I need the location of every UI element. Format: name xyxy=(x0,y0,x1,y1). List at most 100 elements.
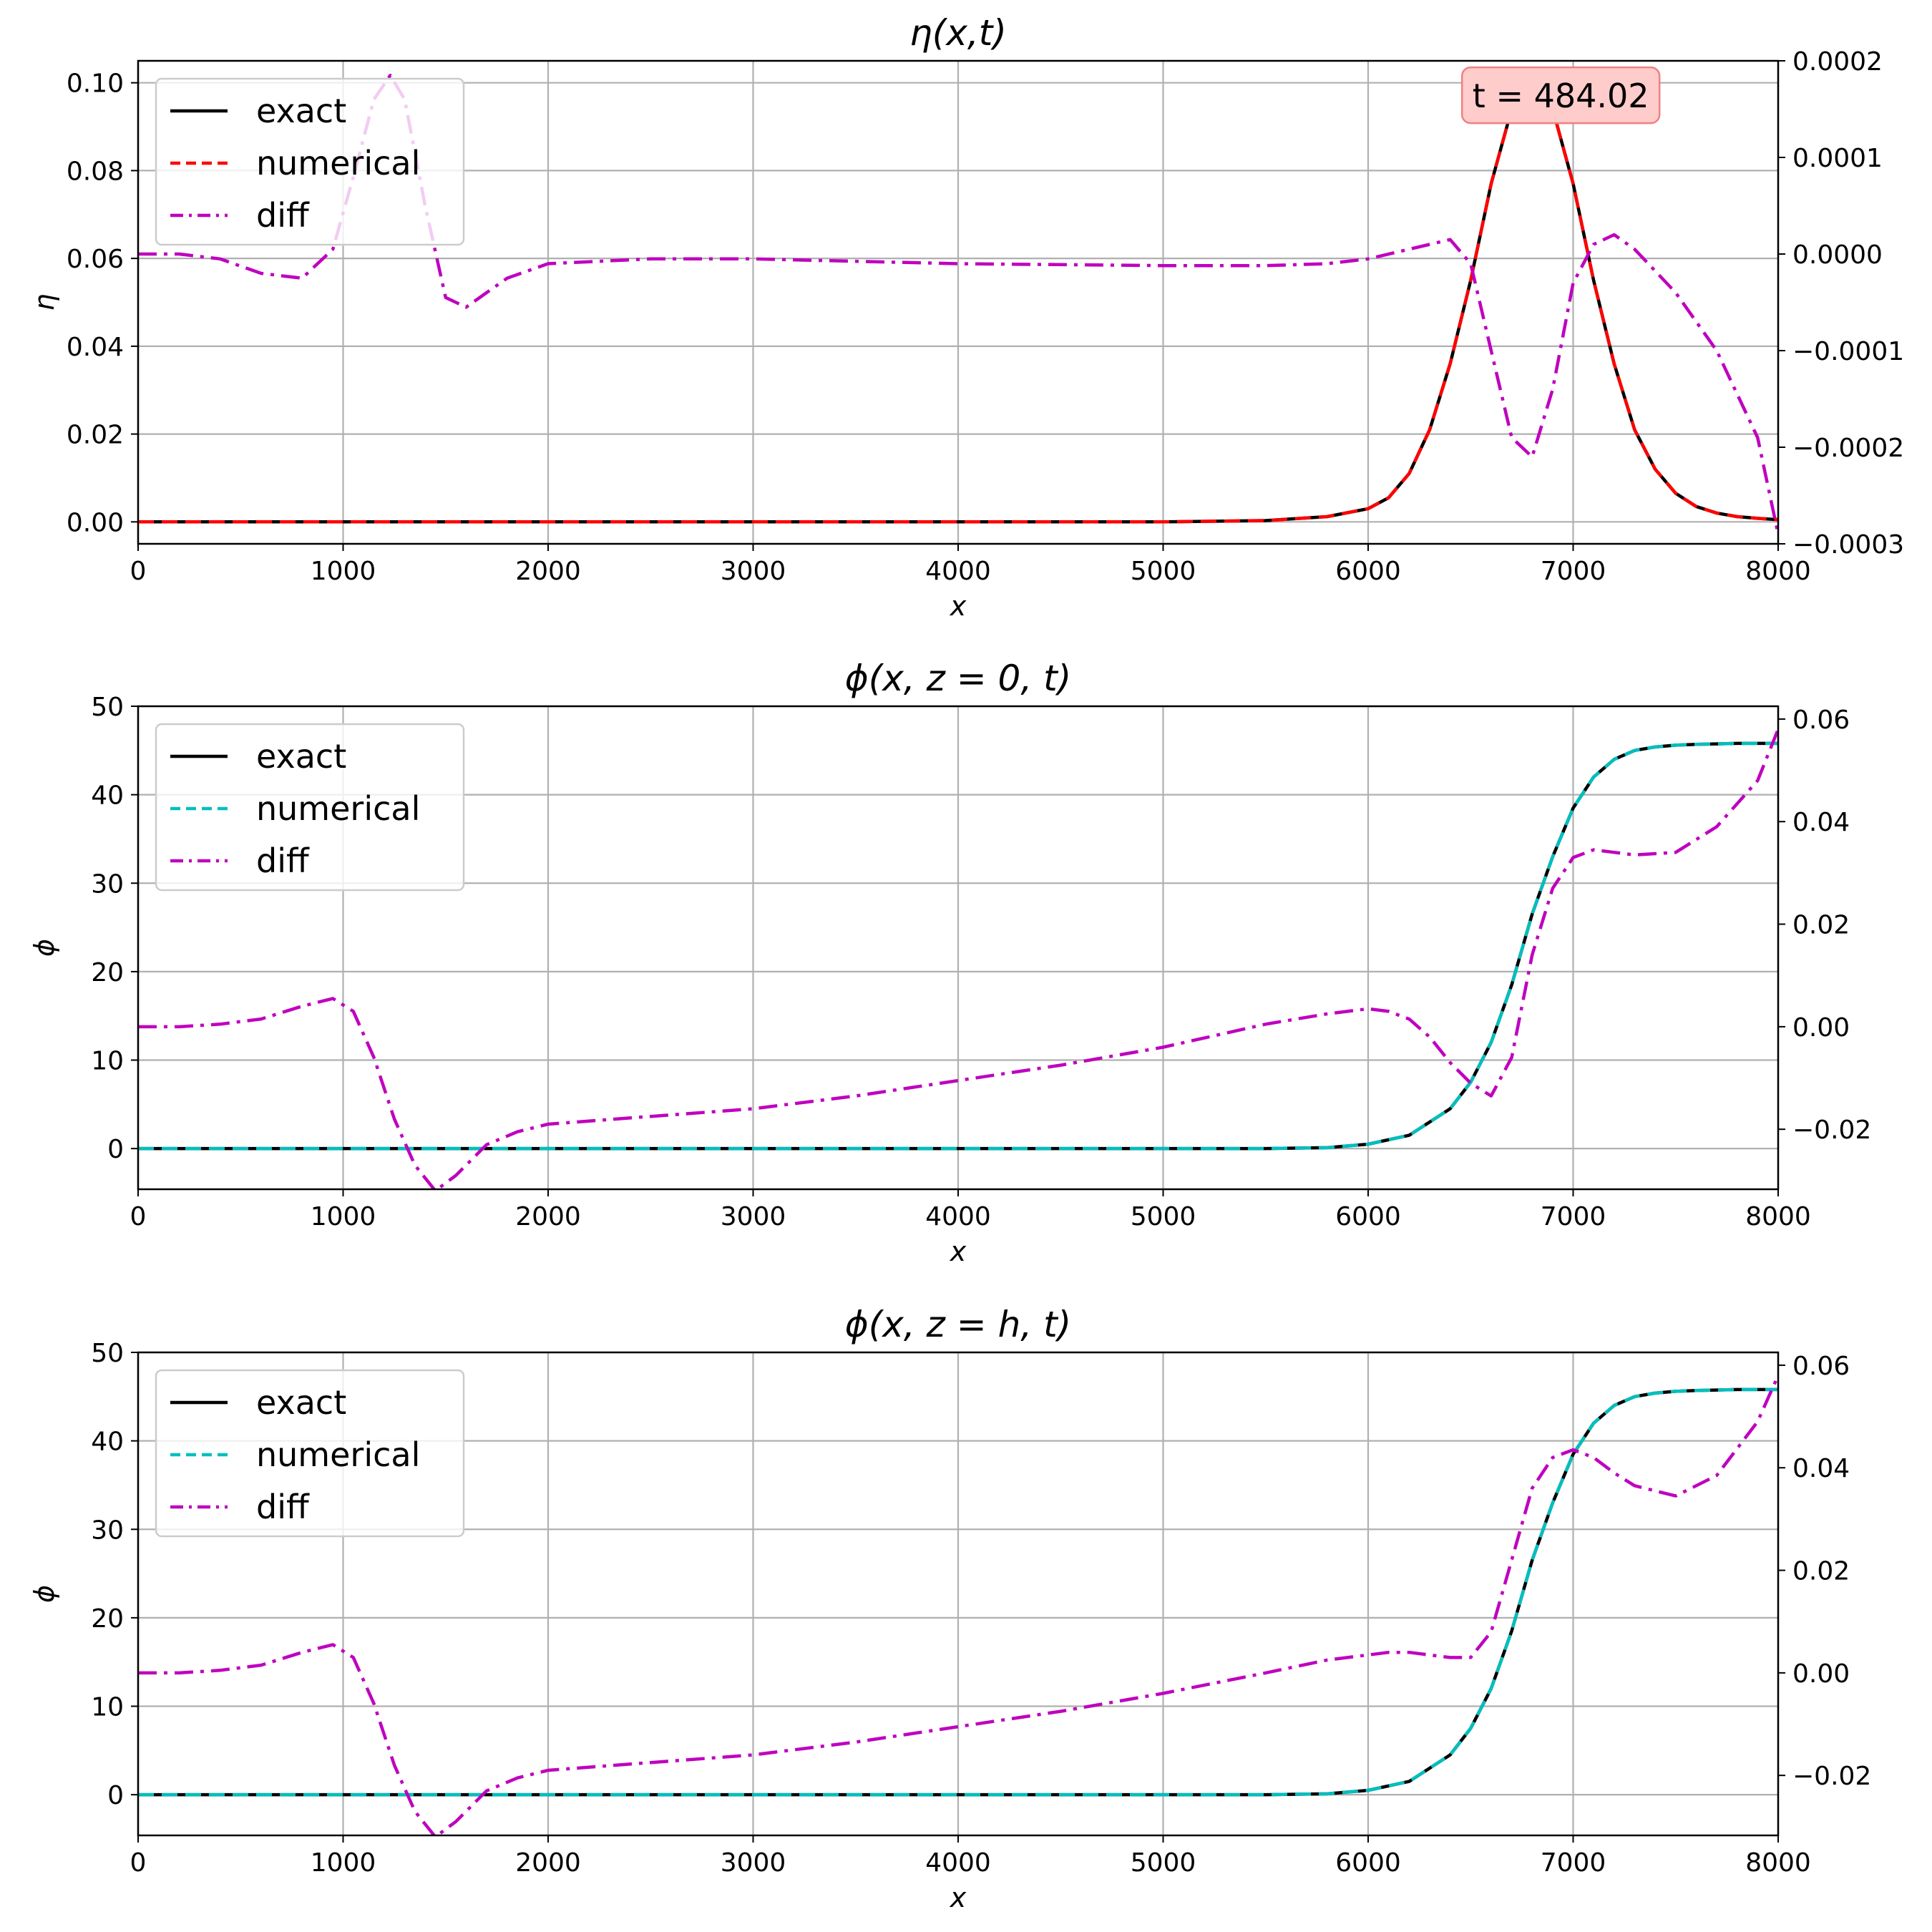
y2-tick-label: 0.02 xyxy=(1792,1557,1850,1586)
x-tick-label: 1000 xyxy=(311,1848,376,1878)
x-tick-label: 4000 xyxy=(925,1848,991,1878)
x-tick-label: 5000 xyxy=(1131,1848,1196,1878)
x-tick-label: 6000 xyxy=(1335,557,1401,586)
plot-frame xyxy=(137,705,1780,1191)
y-tick-label: 0.08 xyxy=(67,157,124,186)
x-tick-label: 7000 xyxy=(1541,1848,1606,1878)
chart-title: ϕ(x, z = 0, t) xyxy=(845,658,1072,699)
y-axis-label: η xyxy=(29,293,60,311)
y-tick-label: 0.00 xyxy=(67,508,124,537)
time-annotation: t = 484.02 xyxy=(1460,66,1661,125)
y-tick-label: 10 xyxy=(91,1693,124,1722)
x-tick-label: 2000 xyxy=(515,1202,581,1231)
y2-tick-label: 0.00 xyxy=(1792,1659,1850,1689)
series-line-diff xyxy=(138,728,1778,1189)
y-tick-label: 30 xyxy=(91,1516,124,1545)
x-tick-label: 6000 xyxy=(1335,1848,1401,1878)
x-tick-label: 4000 xyxy=(925,1202,991,1231)
x-axis-label: x xyxy=(950,590,967,622)
y-axis-label: ϕ xyxy=(29,939,60,957)
x-tick-label: 2000 xyxy=(515,1848,581,1878)
x-tick-label: 5000 xyxy=(1131,557,1196,586)
subplot-3: ϕ(x, z = h, t) 0 1000 2000 3000 4000 5000 6000 7… xyxy=(29,1304,1871,1913)
x-tick-label: 8000 xyxy=(1745,1202,1811,1231)
y2-tick-label: 0.0002 xyxy=(1792,47,1883,77)
legend-label-numerical: numerical xyxy=(256,1435,420,1474)
subplot-1: η(x,t) 0 1000 2000 3000 4000 5000 6000 7000 8000 0… xyxy=(29,12,1904,622)
x-tick-label: 3000 xyxy=(721,1202,786,1231)
y2-tick-label: −0.0002 xyxy=(1792,434,1904,463)
x-tick-label: 8000 xyxy=(1745,557,1811,586)
chart-title: ϕ(x, z = h, t) xyxy=(845,1304,1071,1345)
x-tick-label: 3000 xyxy=(721,557,786,586)
annotation-box xyxy=(1460,66,1661,125)
x-tick-label: 0 xyxy=(130,1848,147,1878)
x-tick-label: 1000 xyxy=(311,557,376,586)
y-axis-label: ϕ xyxy=(29,1585,60,1603)
y-tick-label: 10 xyxy=(91,1047,124,1076)
y-tick-label: 0.06 xyxy=(67,245,124,274)
legend-box xyxy=(155,723,465,892)
legend: exact numerical diff xyxy=(155,77,465,246)
y2-tick-label: 0.00 xyxy=(1792,1013,1850,1043)
legend-label-diff: diff xyxy=(256,1488,310,1526)
y-tick-label: 0.02 xyxy=(67,421,124,450)
x-tick-label: 0 xyxy=(130,1202,147,1231)
y-tick-label: 30 xyxy=(91,869,124,899)
y2-tick-label: −0.02 xyxy=(1792,1116,1871,1145)
x-axis-label: x xyxy=(950,1236,967,1267)
y2-tick-label: −0.02 xyxy=(1792,1762,1871,1791)
series-line-diff xyxy=(138,1375,1778,1835)
series-line-exact xyxy=(138,1387,1778,1797)
x-tick-label: 6000 xyxy=(1335,1202,1401,1231)
x-tick-label: 3000 xyxy=(721,1848,786,1878)
legend-label-exact: exact xyxy=(256,1383,346,1422)
y2-tick-label: −0.0003 xyxy=(1792,530,1904,560)
legend-box xyxy=(155,77,465,246)
y-tick-label: 50 xyxy=(91,693,124,722)
x-tick-label: 0 xyxy=(130,557,147,586)
x-tick-label: 8000 xyxy=(1745,1848,1811,1878)
x-tick-label: 1000 xyxy=(311,1202,376,1231)
y-tick-label: 40 xyxy=(91,1428,124,1457)
y-tick-label: 0 xyxy=(107,1781,124,1810)
legend-label-diff: diff xyxy=(256,196,310,235)
y2-tick-label: 0.04 xyxy=(1792,1454,1850,1483)
x-tick-label: 2000 xyxy=(515,557,581,586)
y-tick-label: 0 xyxy=(107,1135,124,1164)
series-line-numerical xyxy=(138,81,1778,524)
y2-tick-label: 0.02 xyxy=(1792,911,1850,940)
legend: exact numerical diff xyxy=(155,1369,465,1538)
y-tick-label: 0.10 xyxy=(67,69,124,99)
y2-tick-label: −0.0001 xyxy=(1792,337,1904,366)
plot-frame xyxy=(137,1351,1780,1837)
x-tick-label: 4000 xyxy=(925,557,991,586)
series-line-exact xyxy=(138,741,1778,1151)
legend-label-exact: exact xyxy=(256,737,346,776)
chart-title: η(x,t) xyxy=(909,12,1007,54)
y2-tick-label: 0.06 xyxy=(1792,706,1850,735)
y2-tick-label: 0.0000 xyxy=(1792,240,1883,270)
y2-tick-label: 0.06 xyxy=(1792,1352,1850,1381)
y2-tick-label: 0.0001 xyxy=(1792,144,1883,173)
x-tick-label: 5000 xyxy=(1131,1202,1196,1231)
y-tick-label: 40 xyxy=(91,781,124,811)
y-tick-label: 20 xyxy=(91,1604,124,1634)
x-tick-label: 7000 xyxy=(1541,1202,1606,1231)
legend-label-exact: exact xyxy=(256,92,346,130)
legend-box xyxy=(155,1369,465,1538)
y2-tick-label: 0.04 xyxy=(1792,808,1850,837)
legend-label-numerical: numerical xyxy=(256,789,420,828)
legend: exact numerical diff xyxy=(155,723,465,892)
annotation-text: t = 484.02 xyxy=(1473,77,1649,115)
legend-label-numerical: numerical xyxy=(256,144,420,182)
legend-label-diff: diff xyxy=(256,841,310,880)
y-tick-label: 20 xyxy=(91,958,124,987)
x-axis-label: x xyxy=(950,1882,967,1913)
y-tick-label: 0.04 xyxy=(67,333,124,362)
y-tick-label: 50 xyxy=(91,1339,124,1368)
subplot-2: ϕ(x, z = 0, t) 0 1000 2000 3000 4000 5000 6000 7… xyxy=(29,658,1871,1267)
plot-frame xyxy=(137,59,1780,545)
x-tick-label: 7000 xyxy=(1541,557,1606,586)
